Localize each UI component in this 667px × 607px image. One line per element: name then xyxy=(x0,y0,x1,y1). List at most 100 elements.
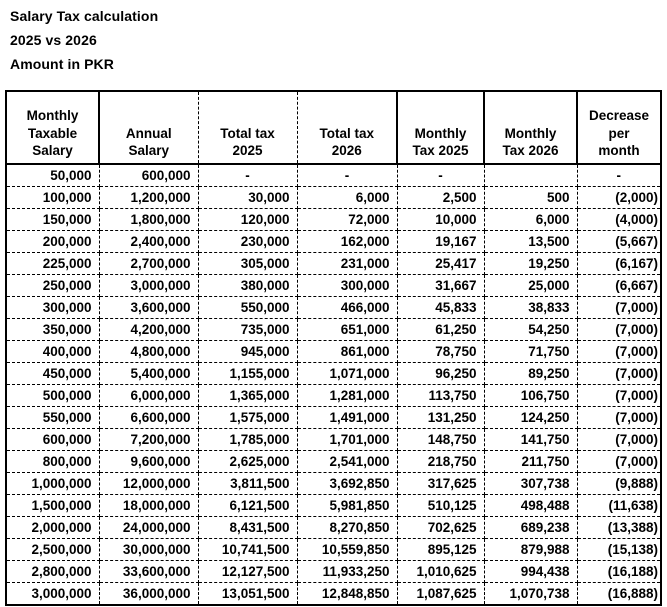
cell-total-tax-2026: 10,559,850 xyxy=(297,538,398,561)
cell-decrease-per-month: (15,138) xyxy=(577,538,661,561)
cell-monthly-tax-2025: 25,417 xyxy=(397,252,485,275)
cell-total-tax-2025: 13,051,500 xyxy=(198,582,298,605)
cell-monthly-tax-2026: 13,500 xyxy=(484,230,578,253)
cell-monthly-tax-2026: 500 xyxy=(484,186,578,209)
table-row: 250,000 3,000,000 380,000 300,000 31,667 25,0… xyxy=(6,274,661,297)
cell-total-tax-2025: 945,000 xyxy=(198,340,298,363)
cell-annual-salary: 4,800,000 xyxy=(99,340,199,363)
cell-decrease-per-month: (2,000) xyxy=(577,186,661,209)
table-row: 1,500,000 18,000,000 6,121,500 5,981,850 510… xyxy=(6,494,661,517)
cell-decrease-per-month: (7,000) xyxy=(577,384,661,407)
cell-total-tax-2026: 12,848,850 xyxy=(297,582,398,605)
header-monthly-taxable-salary: Monthly Taxable Salary xyxy=(6,91,100,165)
cell-monthly-tax-2025: 218,750 xyxy=(397,450,485,473)
header-total-tax-2025: Total tax 2025 xyxy=(198,91,298,165)
header-total-tax-2026: Total tax 2026 xyxy=(297,91,398,165)
cell-monthly-taxable-salary: 600,000 xyxy=(6,428,100,451)
header-monthly-tax-2025: Monthly Tax 2025 xyxy=(397,91,485,165)
cell-total-tax-2026: 1,281,000 xyxy=(297,384,398,407)
cell-decrease-per-month: (6,667) xyxy=(577,274,661,297)
title-block: Salary Tax calculation 2025 vs 2026 Amou… xyxy=(10,4,158,76)
cell-annual-salary: 9,600,000 xyxy=(99,450,199,473)
cell-annual-salary: 18,000,000 xyxy=(99,494,199,517)
cell-monthly-tax-2025: 702,625 xyxy=(397,516,485,539)
cell-decrease-per-month: (7,000) xyxy=(577,318,661,341)
cell-total-tax-2025: 1,575,000 xyxy=(198,406,298,429)
cell-monthly-taxable-salary: 225,000 xyxy=(6,252,100,275)
cell-monthly-taxable-salary: 2,500,000 xyxy=(6,538,100,561)
cell-decrease-per-month: (11,638) xyxy=(577,494,661,517)
title-line-1: Salary Tax calculation xyxy=(10,8,159,24)
table-row: 150,000 1,800,000 120,000 72,000 10,000 6,000… xyxy=(6,208,661,231)
cell-monthly-taxable-salary: 100,000 xyxy=(6,186,100,209)
cell-monthly-tax-2025: 45,833 xyxy=(397,296,485,319)
cell-annual-salary: 6,000,000 xyxy=(99,384,199,407)
cell-annual-salary: 33,600,000 xyxy=(99,560,199,583)
cell-decrease-per-month: (7,000) xyxy=(577,296,661,319)
cell-total-tax-2025: 380,000 xyxy=(198,274,298,297)
cell-monthly-tax-2026: 89,250 xyxy=(484,362,578,385)
cell-monthly-tax-2025: 131,250 xyxy=(397,406,485,429)
cell-decrease-per-month: (13,388) xyxy=(577,516,661,539)
cell-monthly-tax-2026: 106,750 xyxy=(484,384,578,407)
cell-decrease-per-month: (7,000) xyxy=(577,428,661,451)
cell-monthly-tax-2026: 994,438 xyxy=(484,560,578,583)
cell-total-tax-2026: 8,270,850 xyxy=(297,516,398,539)
cell-monthly-taxable-salary: 250,000 xyxy=(6,274,100,297)
cell-total-tax-2025: 305,000 xyxy=(198,252,298,275)
cell-total-tax-2026: 861,000 xyxy=(297,340,398,363)
cell-monthly-tax-2025: 148,750 xyxy=(397,428,485,451)
table-row: 500,000 6,000,000 1,365,000 1,281,000 113,75… xyxy=(6,384,661,407)
cell-total-tax-2026: 651,000 xyxy=(297,318,398,341)
cell-annual-salary: 2,700,000 xyxy=(99,252,199,275)
cell-monthly-tax-2025: - xyxy=(397,164,485,187)
cell-monthly-taxable-salary: 3,000,000 xyxy=(6,582,100,605)
cell-annual-salary: 6,600,000 xyxy=(99,406,199,429)
table-header: Monthly Taxable Salary Annual Salary Tot… xyxy=(6,91,661,165)
header-row: Monthly Taxable Salary Annual Salary Tot… xyxy=(6,91,661,165)
cell-total-tax-2025: 735,000 xyxy=(198,318,298,341)
cell-monthly-taxable-salary: 550,000 xyxy=(6,406,100,429)
table-row: 3,000,000 36,000,000 13,051,500 12,848,850 1… xyxy=(6,582,661,605)
cell-total-tax-2025: 1,785,000 xyxy=(198,428,298,451)
cell-total-tax-2025: - xyxy=(198,164,298,187)
table-row: 300,000 3,600,000 550,000 466,000 45,833 38,8… xyxy=(6,296,661,319)
cell-decrease-per-month: (7,000) xyxy=(577,362,661,385)
cell-annual-salary: 1,200,000 xyxy=(99,186,199,209)
cell-monthly-taxable-salary: 2,000,000 xyxy=(6,516,100,539)
cell-total-tax-2025: 30,000 xyxy=(198,186,298,209)
table-row: 1,000,000 12,000,000 3,811,500 3,692,850 317… xyxy=(6,472,661,495)
cell-total-tax-2026: 3,692,850 xyxy=(297,472,398,495)
table-row: 350,000 4,200,000 735,000 651,000 61,250 54,2… xyxy=(6,318,661,341)
table-row: 600,000 7,200,000 1,785,000 1,701,000 148,75… xyxy=(6,428,661,451)
cell-total-tax-2026: 162,000 xyxy=(297,230,398,253)
cell-total-tax-2025: 1,155,000 xyxy=(198,362,298,385)
cell-total-tax-2025: 550,000 xyxy=(198,296,298,319)
cell-monthly-taxable-salary: 500,000 xyxy=(6,384,100,407)
cell-annual-salary: 4,200,000 xyxy=(99,318,199,341)
cell-annual-salary: 1,800,000 xyxy=(99,208,199,231)
cell-monthly-taxable-salary: 1,500,000 xyxy=(6,494,100,517)
cell-total-tax-2025: 3,811,500 xyxy=(198,472,298,495)
cell-total-tax-2026: 466,000 xyxy=(297,296,398,319)
table-row: 2,000,000 24,000,000 8,431,500 8,270,850 702… xyxy=(6,516,661,539)
cell-monthly-tax-2025: 317,625 xyxy=(397,472,485,495)
cell-annual-salary: 600,000 xyxy=(99,164,199,187)
cell-total-tax-2026: 1,071,000 xyxy=(297,362,398,385)
cell-decrease-per-month: (16,188) xyxy=(577,560,661,583)
cell-monthly-taxable-salary: 150,000 xyxy=(6,208,100,231)
cell-annual-salary: 24,000,000 xyxy=(99,516,199,539)
cell-total-tax-2026: 6,000 xyxy=(297,186,398,209)
title-line-2: 2025 vs 2026 xyxy=(10,32,97,48)
header-decrease-per-month: Decrease per month xyxy=(577,91,661,165)
cell-total-tax-2026: - xyxy=(297,164,398,187)
cell-total-tax-2025: 230,000 xyxy=(198,230,298,253)
cell-monthly-tax-2026: 689,238 xyxy=(484,516,578,539)
cell-monthly-tax-2025: 61,250 xyxy=(397,318,485,341)
cell-annual-salary: 12,000,000 xyxy=(99,472,199,495)
cell-decrease-per-month: (4,000) xyxy=(577,208,661,231)
table-body: 50,000 600,000- - - -100,000 1,200,000 30,000 6… xyxy=(6,164,661,605)
cell-total-tax-2026: 72,000 xyxy=(297,208,398,231)
cell-total-tax-2026: 2,541,000 xyxy=(297,450,398,473)
